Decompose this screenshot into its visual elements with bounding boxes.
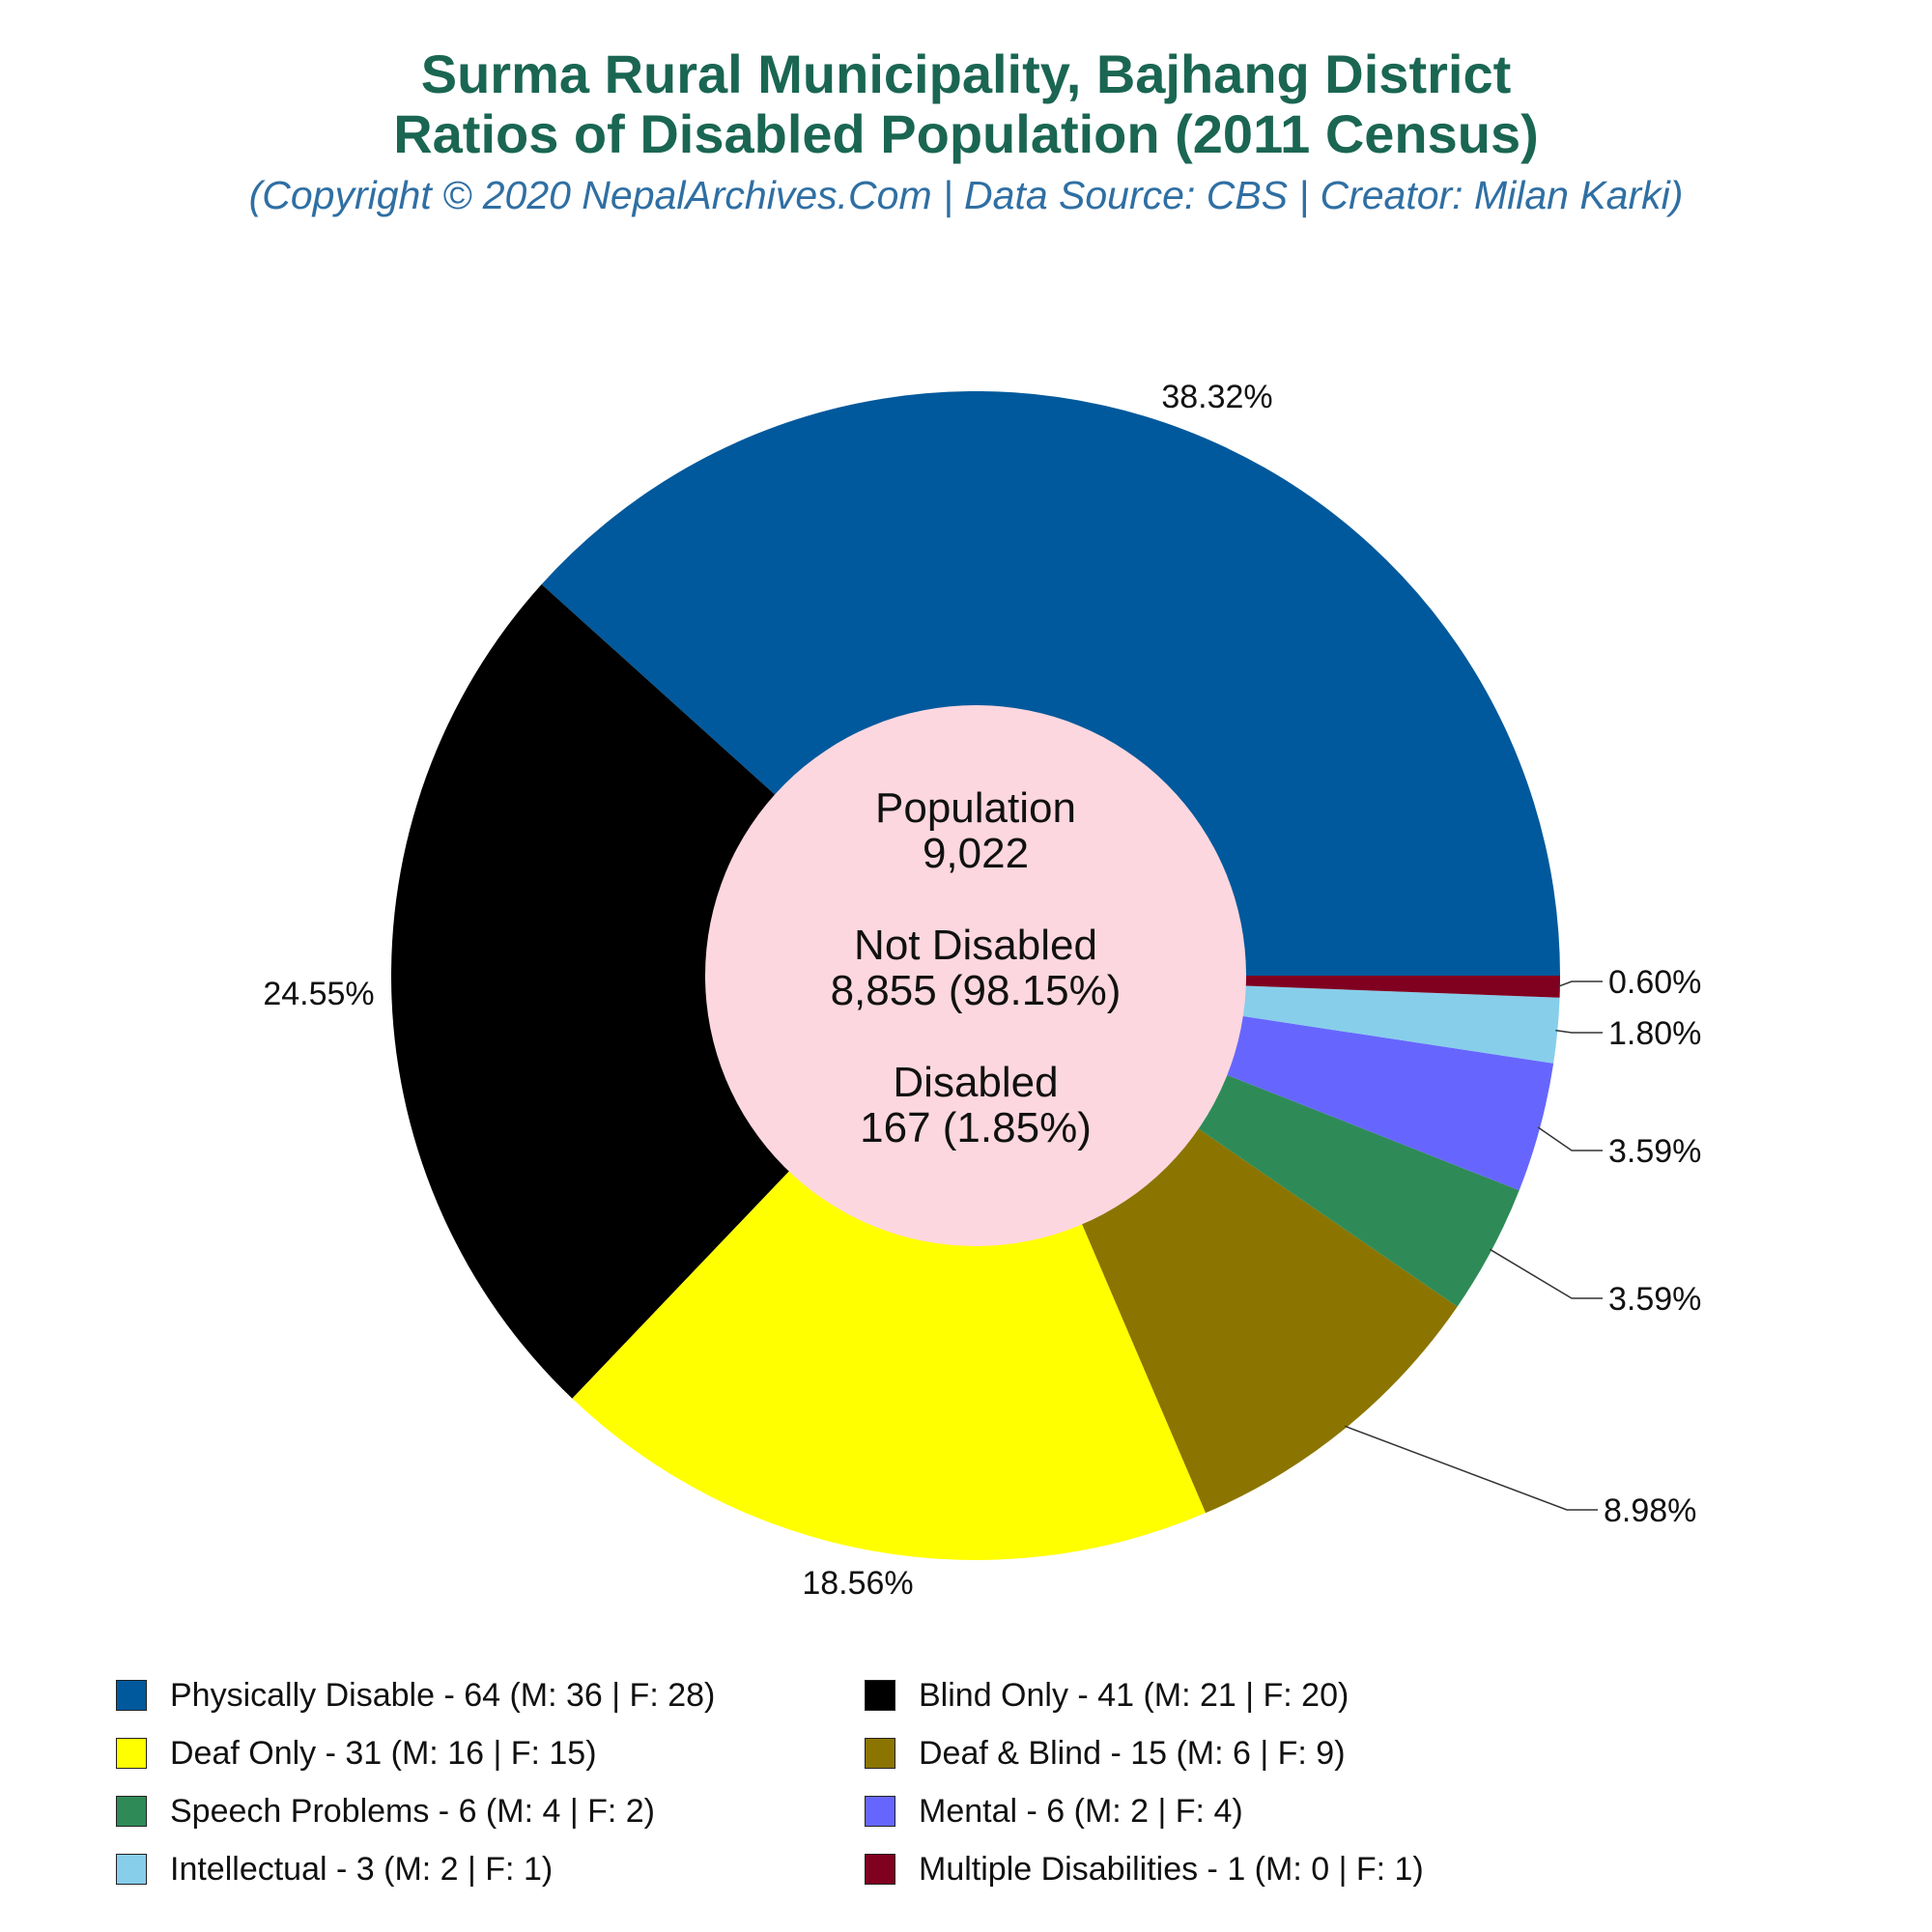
legend-swatch [116, 1680, 147, 1711]
legend-swatch [116, 1738, 147, 1769]
legend-item: Speech Problems - 6 (M: 4 | F: 2) [116, 1787, 655, 1835]
legend-label: Deaf & Blind - 15 (M: 6 | F: 9) [919, 1734, 1346, 1772]
legend-label: Deaf Only - 31 (M: 16 | F: 15) [170, 1734, 597, 1772]
percent-label: 0.60% [1608, 964, 1701, 1001]
legend-swatch [865, 1796, 895, 1827]
legend-swatch [865, 1854, 895, 1885]
legend-swatch [116, 1854, 147, 1885]
legend-label: Speech Problems - 6 (M: 4 | F: 2) [170, 1792, 655, 1830]
population-label: Population [875, 784, 1076, 832]
legend-item: Mental - 6 (M: 2 | F: 4) [865, 1787, 1243, 1835]
legend-item: Physically Disable - 64 (M: 36 | F: 28) [116, 1671, 715, 1719]
percent-label: 1.80% [1608, 1015, 1701, 1052]
leader-line [1537, 1126, 1603, 1151]
pie-slice-deaf-only [572, 976, 1207, 1560]
chart-subtitle: (Copyright © 2020 NepalArchives.Com | Da… [248, 173, 1684, 217]
leader-line [1345, 1425, 1598, 1511]
leader-line [1555, 1029, 1603, 1034]
percent-label: 38.32% [1161, 379, 1272, 415]
center-summary: Population 9,022 Not Disabled 8,855 (98.… [831, 784, 1122, 1151]
percent-label: 18.56% [802, 1565, 913, 1602]
legend-swatch [865, 1680, 895, 1711]
legend-item: Intellectual - 3 (M: 2 | F: 1) [116, 1845, 553, 1893]
legend-label: Physically Disable - 64 (M: 36 | F: 28) [170, 1676, 716, 1714]
legend-item: Multiple Disabilities - 1 (M: 0 | F: 1) [865, 1845, 1424, 1893]
chart-title-line1: Surma Rural Municipality, Bajhang Distri… [420, 43, 1512, 104]
donut-chart: 38.32% 24.55% 18.56% 8.98% 3.59% 3.59% 1.80% 0.… [263, 379, 1701, 1602]
legend-label: Intellectual - 3 (M: 2 | F: 1) [170, 1850, 554, 1888]
legend-item: Deaf & Blind - 15 (M: 6 | F: 9) [865, 1729, 1346, 1777]
legend-label: Mental - 6 (M: 2 | F: 4) [919, 1792, 1243, 1830]
percent-labels: 38.32% 24.55% 18.56% 8.98% 3.59% 3.59% 1.80% 0.… [263, 379, 1701, 1602]
leader-line [1489, 1248, 1603, 1299]
percent-label: 8.98% [1604, 1492, 1696, 1529]
percent-label: 3.59% [1608, 1281, 1701, 1318]
legend-item: Blind Only - 41 (M: 21 | F: 20) [865, 1671, 1349, 1719]
percent-label: 3.59% [1608, 1133, 1701, 1170]
pie-slice-blind-only [390, 583, 977, 1399]
percent-label: 24.55% [263, 976, 374, 1012]
legend-label: Blind Only - 41 (M: 21 | F: 20) [919, 1676, 1350, 1714]
donut-hole [705, 705, 1246, 1246]
disabled-label: Disabled [893, 1059, 1058, 1106]
pie-slice-physically-disable [541, 390, 1560, 976]
legend-label: Multiple Disabilities - 1 (M: 0 | F: 1) [919, 1850, 1424, 1888]
legend-swatch [865, 1738, 895, 1769]
legend-swatch [116, 1796, 147, 1827]
population-value: 9,022 [923, 830, 1029, 877]
not-disabled-value: 8,855 (98.15%) [831, 967, 1122, 1014]
disabled-value: 167 (1.85%) [860, 1104, 1092, 1151]
leader-line [1557, 980, 1603, 988]
leader-lines [1345, 980, 1603, 1511]
legend-item: Deaf Only - 31 (M: 16 | F: 15) [116, 1729, 597, 1777]
not-disabled-label: Not Disabled [854, 922, 1097, 969]
chart-title-line2: Ratios of Disabled Population (2011 Cens… [393, 103, 1539, 164]
